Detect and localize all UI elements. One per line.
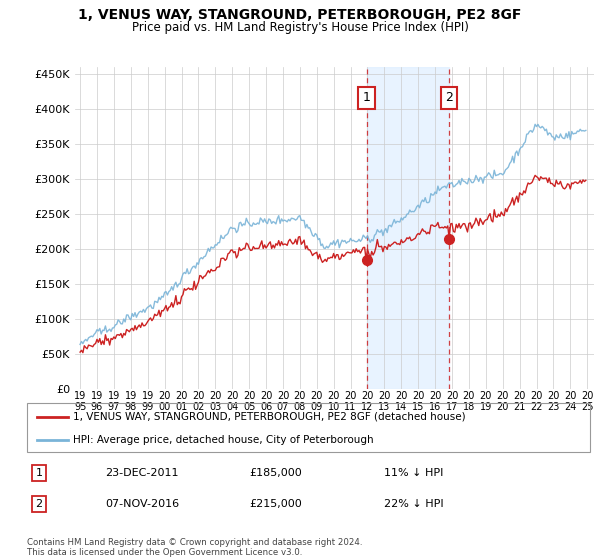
Text: 22% ↓ HPI: 22% ↓ HPI — [384, 499, 443, 509]
Text: 2: 2 — [35, 499, 43, 509]
Text: 1: 1 — [363, 91, 371, 104]
Bar — [367, 67, 449, 389]
Text: Contains HM Land Registry data © Crown copyright and database right 2024.
This d: Contains HM Land Registry data © Crown c… — [27, 538, 362, 557]
Text: HPI: Average price, detached house, City of Peterborough: HPI: Average price, detached house, City… — [73, 435, 374, 445]
Text: 1, VENUS WAY, STANGROUND, PETERBOROUGH, PE2 8GF: 1, VENUS WAY, STANGROUND, PETERBOROUGH, … — [79, 8, 521, 22]
Text: 23-DEC-2011: 23-DEC-2011 — [105, 468, 179, 478]
Text: Price paid vs. HM Land Registry's House Price Index (HPI): Price paid vs. HM Land Registry's House … — [131, 21, 469, 34]
Text: 1, VENUS WAY, STANGROUND, PETERBOROUGH, PE2 8GF (detached house): 1, VENUS WAY, STANGROUND, PETERBOROUGH, … — [73, 412, 466, 422]
Text: 07-NOV-2016: 07-NOV-2016 — [105, 499, 179, 509]
Text: 11% ↓ HPI: 11% ↓ HPI — [384, 468, 443, 478]
Text: £185,000: £185,000 — [249, 468, 302, 478]
Text: £215,000: £215,000 — [249, 499, 302, 509]
Text: 2: 2 — [445, 91, 453, 104]
Text: 1: 1 — [35, 468, 43, 478]
